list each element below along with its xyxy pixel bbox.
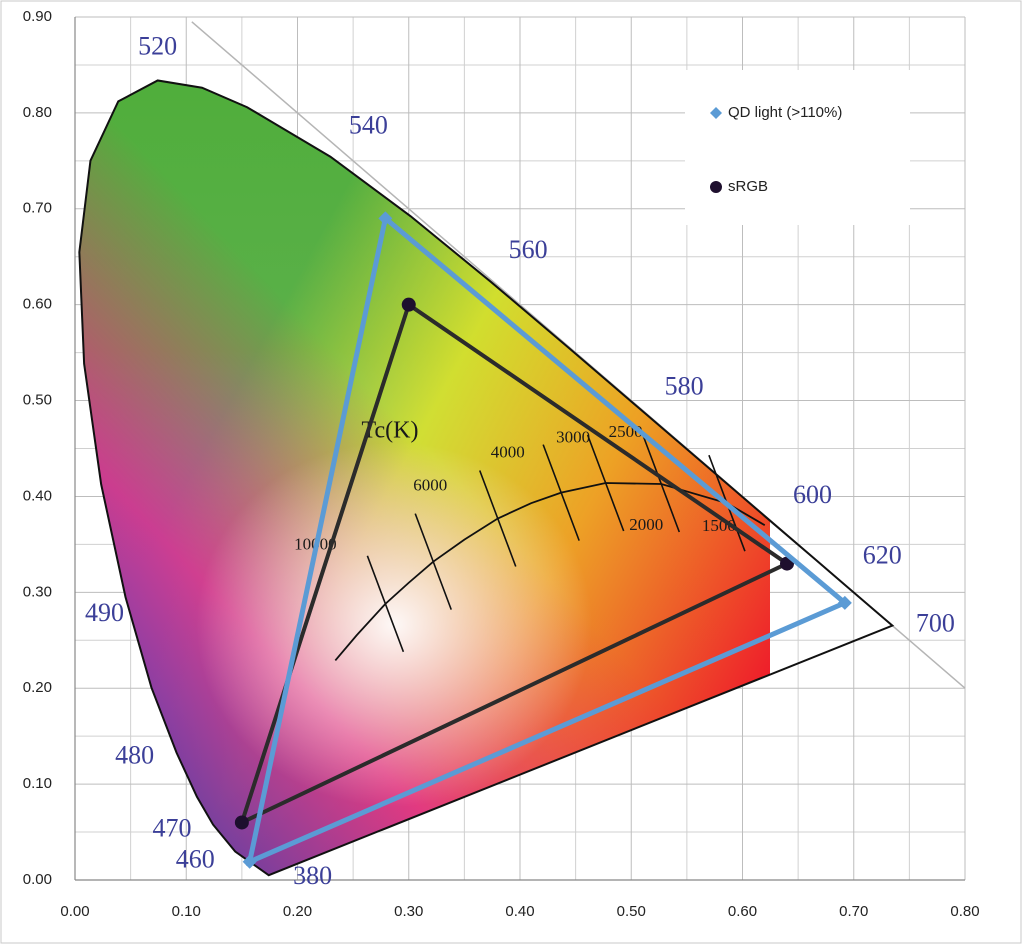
wavelength-label: 540 [349, 111, 388, 140]
temperature-label: 4000 [491, 442, 525, 461]
gamut-triangle [246, 213, 850, 867]
y-tick-label: 0.30 [23, 583, 52, 600]
wavelength-label: 460 [176, 844, 215, 873]
x-tick-label: 0.00 [60, 903, 89, 920]
y-tick-label: 0.60 [23, 296, 52, 313]
x-tick-label: 0.20 [283, 903, 312, 920]
legend-marker [710, 107, 722, 119]
wavelength-label: 600 [793, 480, 832, 509]
legend-marker [710, 181, 722, 193]
x-tick-label: 0.70 [839, 903, 868, 920]
wavelength-label: 480 [115, 741, 154, 770]
isotherm [414, 513, 452, 610]
y-tick-label: 0.50 [23, 392, 52, 409]
wavelength-label: 700 [916, 609, 955, 638]
x-tick-label: 0.30 [394, 903, 423, 920]
spectral-locus [78, 79, 895, 877]
temperature-label: 6000 [413, 476, 447, 495]
isotherm [366, 555, 405, 653]
y-tick-label: 0.10 [23, 775, 52, 792]
wavelength-label: 470 [153, 814, 192, 843]
x-tick-label: 0.60 [728, 903, 757, 920]
wavelength-label: 490 [85, 598, 124, 627]
vertex-marker [378, 211, 393, 226]
isotherm [586, 434, 625, 532]
y-tick-label: 0.00 [23, 871, 52, 888]
x-tick-label: 0.50 [617, 903, 646, 920]
isotherm [479, 470, 517, 567]
y-tick-label: 0.40 [23, 487, 52, 504]
vertex-marker [242, 854, 257, 869]
wavelength-label: 520 [138, 31, 177, 60]
wavelength-label: 380 [293, 861, 332, 890]
gamut-triangle [238, 301, 792, 827]
x-tick-label: 0.10 [172, 903, 201, 920]
temperature-label: 2000 [629, 515, 663, 534]
y-tick-label: 0.20 [23, 679, 52, 696]
wavelength-label: 580 [665, 371, 704, 400]
vertex-marker [837, 595, 852, 610]
y-tick-label: 0.80 [23, 104, 52, 121]
legend-box [685, 70, 910, 225]
legend-label: sRGB [728, 178, 768, 195]
y-tick-label: 0.90 [23, 8, 52, 25]
legend-label: QD light (>110%) [728, 104, 842, 121]
x-tick-label: 0.80 [950, 903, 979, 920]
temperature-label: 3000 [556, 428, 590, 447]
vertex-marker [234, 815, 249, 830]
vertex-marker [401, 297, 416, 312]
isotherm [542, 444, 580, 541]
wavelength-label: 620 [863, 540, 902, 569]
isotherm [642, 435, 681, 533]
wavelength-label: 560 [509, 235, 548, 264]
y-tick-label: 0.70 [23, 200, 52, 217]
x-tick-label: 0.40 [505, 903, 534, 920]
